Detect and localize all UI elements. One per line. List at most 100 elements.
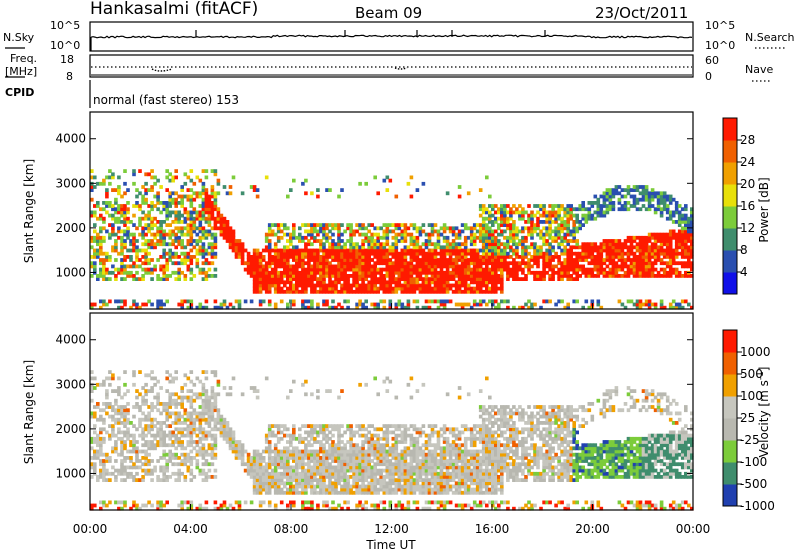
power-cell [466,277,471,281]
velocity-cell [310,430,314,435]
power-cell [180,261,184,266]
power-cell [120,299,124,304]
velocity-cell [276,452,281,457]
power-cell [394,242,399,247]
power-cell [105,258,109,262]
power-cell [590,270,595,275]
velocity-cell [165,417,169,422]
velocity-cell [99,430,103,435]
power-cell [460,264,465,269]
power-cell [388,277,393,281]
power-cell [641,302,646,307]
power-cell [530,255,534,259]
power-cell [409,194,414,199]
power-cell [201,270,206,275]
velocity-cell [258,481,263,486]
power-cell [367,245,371,250]
power-cell [563,251,567,256]
power-cell [204,197,209,202]
velocity-cell [273,446,278,451]
power-cell [153,181,157,186]
power-cell [659,213,664,218]
velocity-cell [111,424,115,428]
power-cell [198,239,203,243]
power-cell [264,289,269,294]
power-cell [578,245,582,250]
power-cell [605,248,610,253]
power-cell [234,242,239,247]
power-cell [454,267,459,272]
power-cell [286,305,290,310]
power-cell [349,255,353,259]
power-cell [623,245,628,250]
power-cell [328,305,332,310]
power-cell [114,220,118,224]
velocity-cell [99,462,103,467]
power-cell [325,251,329,256]
power-cell [210,185,215,189]
power-cell [304,235,308,240]
power-cell [690,267,694,272]
velocity-cell [322,436,326,441]
power-cell [216,226,221,231]
power-cell [680,248,685,253]
velocity-cell [168,414,172,419]
velocity-cell [114,411,118,416]
power-cell [219,223,224,227]
velocity-cell [207,395,212,400]
velocity-cell [322,462,326,467]
power-cell [671,229,676,234]
velocity-cell [108,376,112,381]
velocity-cell [270,475,275,479]
power-cell [183,277,188,281]
power-cell [177,194,181,199]
power-cell [90,188,94,192]
velocity-cell [195,452,200,457]
power-cell [647,235,652,240]
power-cell [292,299,296,304]
power-cell [147,213,151,218]
power-cell [135,194,139,199]
power-cell [491,264,495,269]
power-cell [593,216,598,221]
velocity-cell [153,382,157,387]
power-cell [457,255,462,259]
power-cell [503,261,507,266]
velocity-cell [96,417,100,422]
power-cell [557,210,561,215]
velocity-cell [310,427,314,432]
power-cell [210,207,215,212]
velocity-cell [111,427,115,432]
power-cell [551,258,555,262]
power-cell [141,210,145,215]
power-cell [500,216,504,221]
power-cell [442,277,447,281]
power-cell [192,210,197,215]
power-cell [319,286,323,291]
power-cell [249,185,254,189]
power-cell [270,274,275,278]
power-cell [605,188,610,192]
velocity-cell [316,389,320,393]
power-cell [635,188,640,192]
power-cell [671,220,676,224]
power-cell [551,235,555,240]
velocity-cell [283,424,287,428]
power-cell [340,267,344,272]
power-cell [204,216,209,221]
velocity-cell [283,475,287,479]
power-cell [599,207,604,212]
power-cell [560,216,564,221]
power-cell [213,251,218,256]
power-cell [210,201,215,205]
power-cell [334,277,338,281]
power-cell [144,232,148,237]
velocity-cell [283,462,287,467]
power-cell [102,220,106,224]
power-cell [283,248,287,253]
power-cell [656,258,661,262]
velocity-cell [114,398,118,403]
power-cell [572,299,576,304]
velocity-cell [286,462,290,467]
power-cell [677,261,682,266]
